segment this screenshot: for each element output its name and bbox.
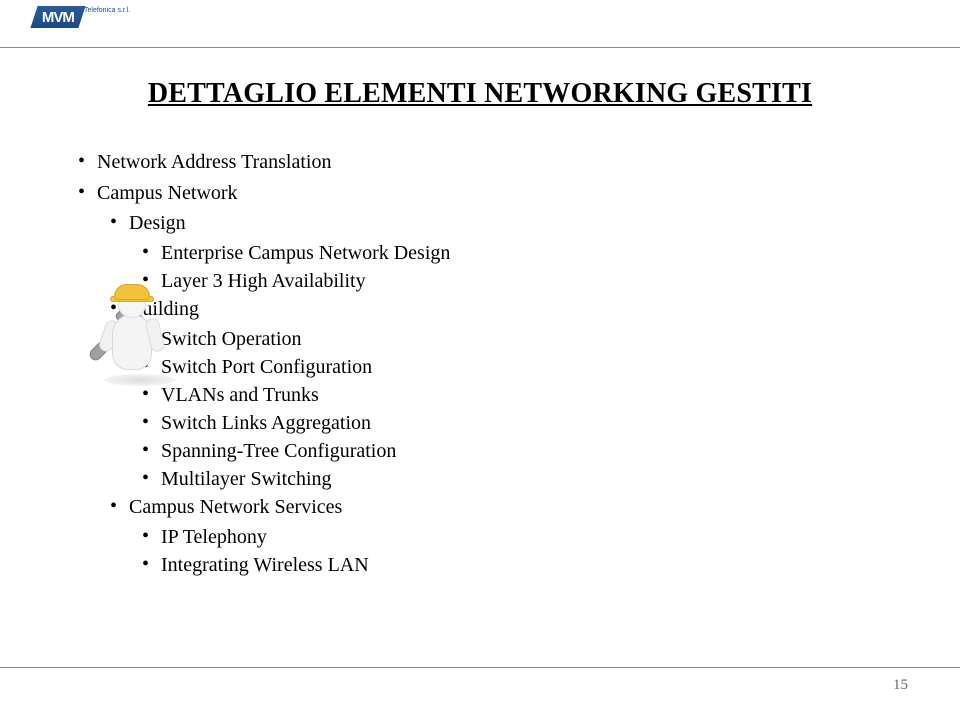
bullet-icon: • — [142, 409, 149, 436]
header: MVM Telefonica s.r.l. — [0, 0, 960, 48]
bullet-icon: • — [142, 465, 149, 492]
bullet-icon: • — [110, 493, 117, 520]
bullet-icon: • — [110, 209, 117, 236]
list-item: • Spanning-Tree Configuration — [142, 437, 890, 465]
company-name: Telefonica s.r.l. — [84, 7, 130, 14]
bullet-icon: • — [142, 437, 149, 464]
list-item: • Multilayer Switching — [142, 465, 890, 493]
logo-mark: MVM — [30, 6, 85, 28]
list-item-label: Design — [129, 209, 186, 237]
header-divider — [0, 47, 960, 48]
bullet-icon: • — [78, 148, 85, 175]
list-item: • IP Telephony — [142, 523, 890, 551]
list-item-label: IP Telephony — [161, 523, 267, 551]
list-item-label: Integrating Wireless LAN — [161, 551, 369, 579]
bullet-icon: • — [142, 523, 149, 550]
page-title: DETTAGLIO ELEMENTI NETWORKING GESTITI — [70, 78, 890, 110]
list-item-label: Campus Network — [97, 179, 238, 207]
footer-divider — [0, 667, 960, 668]
list-item-label: Enterprise Campus Network Design — [161, 239, 450, 267]
list-item: •VLANs and Trunks — [142, 381, 890, 409]
illustration-worker-icon — [64, 258, 194, 388]
sub-list: •Switch Operation •Switch Port Configura… — [110, 325, 890, 493]
page-number: 15 — [893, 677, 908, 694]
list-item-label: Switch Links Aggregation — [161, 409, 371, 437]
list-item-label: Spanning-Tree Configuration — [161, 437, 396, 465]
list-item-label: Campus Network Services — [129, 493, 342, 521]
bullet-icon: • — [78, 179, 85, 206]
sub-list: • Design •Enterprise Campus Network Desi… — [78, 209, 890, 579]
list-item: • Design •Enterprise Campus Network Desi… — [110, 209, 890, 295]
list-item: • Switch Links Aggregation — [142, 409, 890, 437]
list-item: •Layer 3 High Availability — [142, 267, 890, 295]
list-item: •Enterprise Campus Network Design — [142, 239, 890, 267]
company-logo: MVM Telefonica s.r.l. — [34, 6, 130, 28]
list-item: •Switch Port Configuration — [142, 353, 890, 381]
list-item: • Building •Switch Operation •Switch Por… — [110, 295, 890, 493]
list-item: •Switch Operation — [142, 325, 890, 353]
sub-list: •Enterprise Campus Network Design •Layer… — [110, 239, 890, 295]
logo-text: MVM — [42, 9, 74, 26]
list-item: • Network Address Translation — [78, 148, 890, 176]
list-item-label: Network Address Translation — [97, 148, 331, 176]
bullet-icon: • — [142, 551, 149, 578]
list-item: • Integrating Wireless LAN — [142, 551, 890, 579]
list-item: • Campus Network • Design •Enterprise Ca… — [78, 179, 890, 579]
sub-list: • IP Telephony • Integrating Wireless LAN — [110, 523, 890, 579]
list-item-label: Multilayer Switching — [161, 465, 332, 493]
list-item: • Campus Network Services • IP Telephony … — [110, 493, 890, 579]
